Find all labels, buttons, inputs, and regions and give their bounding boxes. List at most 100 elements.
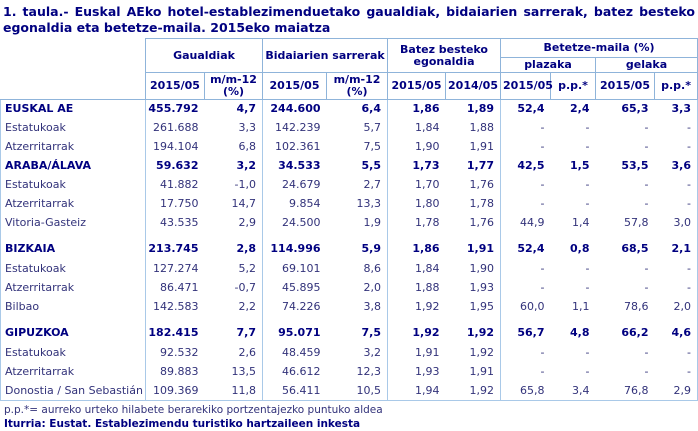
table-row: GIPUZKOA 182.415 7,7 95.071 7,5 1,92 1,92 56,7 4…	[0, 316, 698, 344]
data-cell: 1,88	[415, 281, 440, 294]
table-row: Donostia / San Sebastián 109.369 11,8 56.41…	[0, 381, 698, 401]
row-label: Donostia / San Sebastián	[0, 381, 146, 401]
data-cell: -	[540, 197, 545, 210]
data-cell: 12,3	[326, 362, 389, 382]
data-cell: 1,95	[445, 297, 502, 317]
data-cell: 2,8	[204, 232, 264, 260]
data-cell: 56.411	[262, 381, 327, 401]
data-cell: 3,8	[326, 297, 389, 317]
data-cell: 52,4	[517, 242, 545, 255]
data-cell: 76,8	[595, 381, 655, 401]
data-cell: 213.745	[148, 242, 199, 255]
data-cell: 3,3	[204, 118, 264, 138]
data-cell: 194.104	[153, 140, 199, 153]
col-header-gaualdiak-2015-05: 2015/05	[145, 72, 205, 100]
col-header-bidaiarien-2015-05: 2015/05	[262, 72, 328, 100]
table-row: Estatukoak 41.882 -1,0 24.679 2,7 1,70 1,76- - -…	[0, 175, 698, 195]
data-cell: -	[654, 175, 698, 195]
data-cell: -	[644, 121, 649, 134]
row-label: Atzerritarrak	[0, 194, 146, 214]
data-cell: 5,7	[326, 118, 389, 138]
data-cell: 3,3	[654, 99, 698, 119]
row-label: Atzerritarrak	[0, 362, 146, 382]
row-label: Estatukoak	[0, 118, 146, 138]
data-cell: 1,91	[415, 346, 440, 359]
table-row: Estatukoak 127.274 5,2 69.101 8,6 1,84 1,90- - -…	[0, 259, 698, 279]
data-cell: 127.274	[153, 262, 199, 275]
data-cell: 1,86	[412, 242, 440, 255]
row-label: Atzerritarrak	[0, 137, 146, 157]
data-cell: 1,90	[445, 259, 502, 279]
data-cell: 74.226	[282, 300, 321, 313]
data-cell: 41.882	[160, 178, 199, 191]
data-cell: 7,7	[204, 316, 264, 344]
data-cell: 52,4	[517, 102, 545, 116]
col-header-plazaka-2015-05: 2015/05	[500, 72, 553, 100]
data-cell: 1,76	[445, 213, 502, 233]
row-label: Atzerritarrak	[0, 278, 146, 298]
data-cell: 1,92	[412, 326, 440, 339]
data-cell: 65,8	[500, 381, 551, 401]
col-group-batez-besteko-egonaldia: Batez besteko egonaldia	[387, 38, 502, 73]
table-row: BIZKAIA 213.745 2,8 114.996 5,9 1,86 1,91 52,4 0…	[0, 232, 698, 260]
table-row: Atzerritarrak 194.104 6,8 102.361 7,5 1,90 1,9…	[0, 137, 698, 157]
data-cell: 69.101	[282, 262, 321, 275]
data-cell: 2,9	[654, 381, 698, 401]
col-subgroup-plazaka: plazaka	[500, 57, 597, 73]
row-label: GIPUZKOA	[0, 316, 146, 344]
col-header-egonaldia-2014-05: 2014/05	[445, 72, 502, 100]
data-cell: 3,2	[204, 156, 264, 176]
data-cell: 142.239	[275, 121, 321, 134]
col-header-plazaka-pp: p.p.*	[550, 72, 597, 100]
data-cell: -0,7	[204, 278, 264, 298]
data-cell: 1,92	[445, 316, 502, 344]
data-cell: 1,84	[415, 262, 440, 275]
data-cell: -	[644, 365, 649, 378]
data-cell: 1,89	[445, 99, 502, 119]
data-cell: 11,8	[204, 381, 264, 401]
data-cell: 4,8	[570, 326, 590, 339]
data-cell: 7,5	[326, 316, 389, 344]
data-cell: 1,92	[445, 381, 502, 401]
data-cell: 6,8	[204, 137, 264, 157]
data-cell: 1,92	[415, 300, 440, 313]
data-cell: -	[654, 362, 698, 382]
row-label: ARABA/ÁLAVA	[0, 156, 146, 176]
data-cell: 1,93	[415, 365, 440, 378]
data-cell: 6,4	[326, 99, 389, 119]
col-group-betetze-maila: Betetze-maila (%)	[500, 38, 698, 58]
data-cell: 46.612	[282, 365, 321, 378]
row-label: Vitoria-Gasteiz	[0, 213, 146, 233]
data-cell: 10,5	[326, 381, 389, 401]
data-cell: 9.854	[289, 197, 321, 210]
data-cell: 102.361	[275, 140, 321, 153]
data-cell: 1,80	[415, 197, 440, 210]
data-cell: 3,4	[550, 381, 596, 401]
data-cell: -	[644, 178, 649, 191]
data-cell: -	[540, 262, 545, 275]
data-cell: 1,86	[412, 102, 440, 116]
data-cell: 92.532	[160, 346, 199, 359]
data-cell: 56,7	[517, 326, 545, 339]
data-cell: 244.600	[270, 102, 321, 116]
data-cell: 89.883	[160, 365, 199, 378]
data-cell: -	[644, 197, 649, 210]
data-cell: 109.369	[145, 381, 205, 401]
data-cell: 2,6	[204, 343, 264, 363]
data-cell: 1,91	[445, 362, 502, 382]
col-group-bidaiarien-sarrerak: Bidaiarien sarrerak	[262, 38, 389, 73]
data-cell: -	[585, 365, 590, 378]
row-label: Estatukoak	[0, 175, 146, 195]
data-cell: 2,9	[204, 213, 264, 233]
data-cell: 4,6	[654, 316, 698, 344]
data-cell: -	[585, 346, 590, 359]
data-cell: 261.688	[153, 121, 199, 134]
data-cell: -	[585, 178, 590, 191]
data-cell: 8,6	[326, 259, 389, 279]
data-cell: -	[654, 194, 698, 214]
data-cell: 2,1	[654, 232, 698, 260]
data-cell: -	[540, 140, 545, 153]
data-cell: 1,91	[445, 232, 502, 260]
data-cell: 2,0	[654, 297, 698, 317]
data-cell: 3,0	[654, 213, 698, 233]
